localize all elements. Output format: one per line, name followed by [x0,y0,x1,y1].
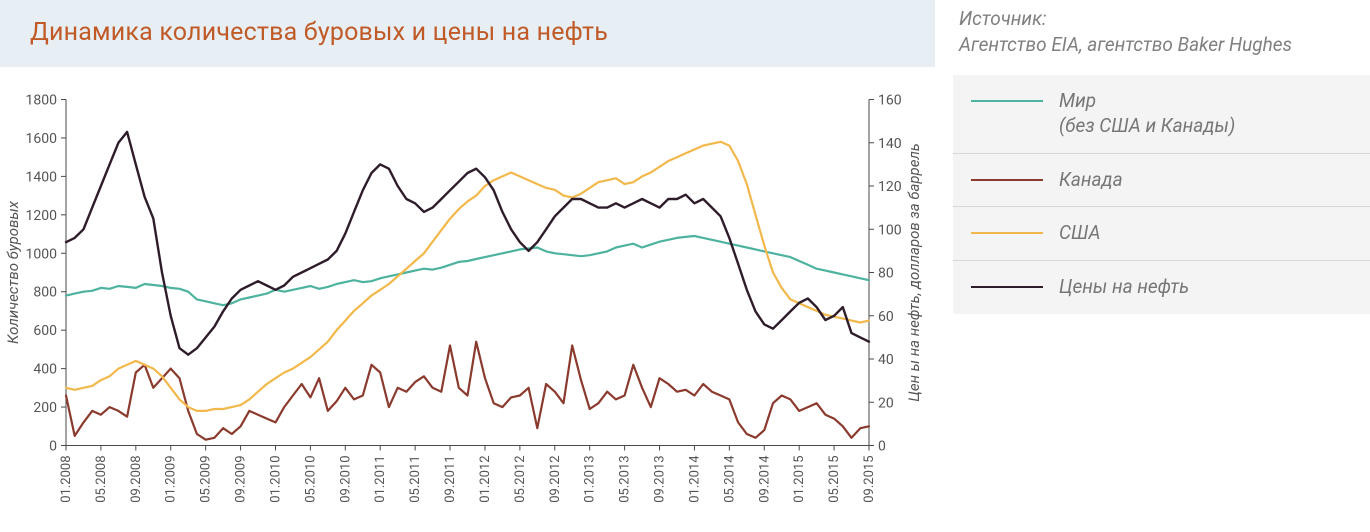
chart-area: 020040060080010001200140016001800Количес… [0,87,935,532]
svg-text:1400: 1400 [26,169,58,185]
svg-text:05.2008: 05.2008 [94,456,109,503]
legend-swatch [971,89,1043,113]
svg-text:Цен ы на нефть, долларов за ба: Цен ы на нефть, долларов за баррель [905,143,923,402]
legend-row: Канада [953,154,1370,208]
legend-row: Мир (без США и Канады) [953,75,1370,153]
legend: Мир (без США и Канады) Канада США Цены на н… [953,75,1370,313]
legend-swatch [971,221,1043,245]
legend-swatch [971,168,1043,192]
svg-text:80: 80 [878,266,894,282]
svg-text:05.2012: 05.2012 [513,456,528,503]
svg-text:01.2009: 01.2009 [164,456,179,503]
svg-text:20: 20 [878,395,894,411]
svg-text:1200: 1200 [26,208,58,224]
svg-text:160: 160 [878,93,902,109]
legend-label: США [1059,221,1101,246]
svg-text:01.2012: 01.2012 [478,456,493,503]
svg-text:0: 0 [878,439,886,455]
svg-text:100: 100 [878,222,902,238]
svg-text:800: 800 [33,285,57,301]
svg-text:140: 140 [878,136,902,152]
svg-text:09.2014: 09.2014 [757,455,772,503]
svg-text:1600: 1600 [26,131,58,147]
svg-text:09.2015: 09.2015 [862,456,877,503]
svg-text:05.2009: 05.2009 [199,456,214,503]
svg-text:09.2009: 09.2009 [234,456,249,503]
svg-text:05.2015: 05.2015 [827,456,842,503]
svg-text:05.2011: 05.2011 [408,456,423,503]
legend-label: Цены на нефть [1059,275,1189,300]
svg-text:400: 400 [33,362,57,378]
svg-text:01.2010: 01.2010 [268,456,283,503]
source-text: Агентство EIA, агентство Baker Hughes [959,32,1364,58]
legend-row: США [953,207,1370,261]
svg-text:1800: 1800 [26,93,58,109]
legend-label: Мир (без США и Канады) [1059,89,1235,138]
svg-text:60: 60 [878,309,894,325]
chart-title-bar: Динамика количества буровых и цены на не… [0,0,935,67]
svg-text:120: 120 [878,179,902,195]
svg-text:40: 40 [878,352,894,368]
svg-text:200: 200 [33,400,57,416]
svg-text:09.2008: 09.2008 [129,456,144,503]
svg-text:01.2011: 01.2011 [373,456,388,503]
svg-text:09.2013: 09.2013 [653,456,668,503]
chart-title: Динамика количества буровых и цены на не… [30,18,913,47]
svg-text:09.2010: 09.2010 [338,456,353,503]
source-label: Источник: [959,6,1364,32]
svg-text:01.2014: 01.2014 [687,455,702,503]
svg-text:1000: 1000 [26,246,58,262]
svg-text:01.2008: 01.2008 [59,456,74,503]
svg-text:0: 0 [49,439,57,455]
svg-text:Количество буровых: Количество буровых [4,200,22,344]
legend-label: Канада [1059,168,1123,193]
svg-text:09.2011: 09.2011 [443,456,458,503]
legend-swatch [971,275,1043,299]
svg-text:09.2012: 09.2012 [548,456,563,503]
svg-text:01.2013: 01.2013 [583,456,598,503]
svg-text:01.2015: 01.2015 [792,456,807,503]
line-chart-svg: 020040060080010001200140016001800Количес… [0,87,935,532]
svg-text:600: 600 [33,323,57,339]
svg-text:05.2014: 05.2014 [722,455,737,503]
legend-row: Цены на нефть [953,261,1370,314]
svg-text:05.2013: 05.2013 [618,456,633,503]
svg-text:05.2010: 05.2010 [303,456,318,503]
source-block: Источник: Агентство EIA, агентство Baker… [953,0,1370,75]
